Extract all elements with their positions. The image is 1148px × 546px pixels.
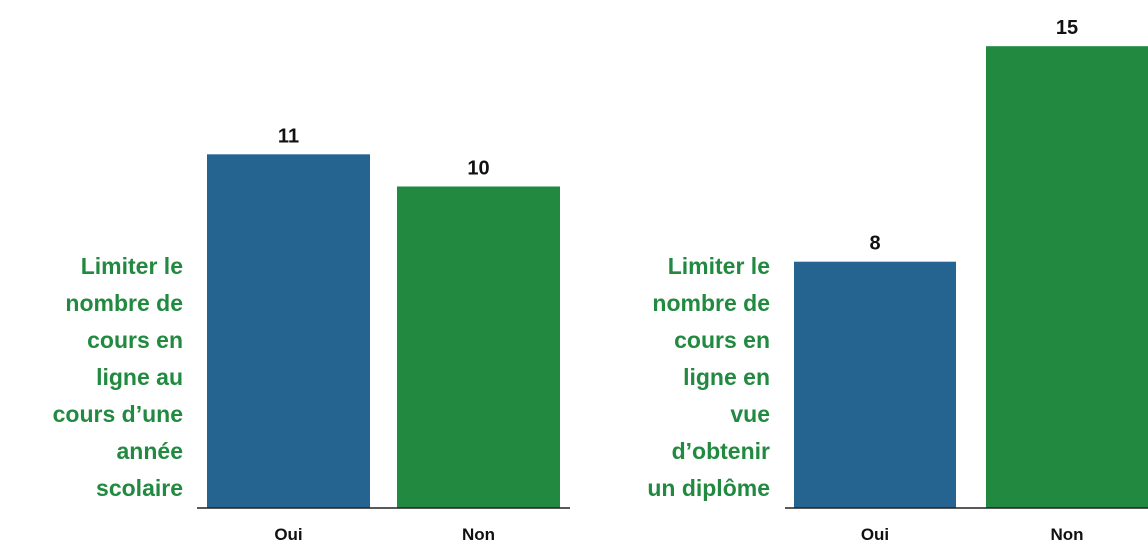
row-label: ligne en (683, 364, 770, 390)
row-label: scolaire (96, 475, 183, 501)
value-label: 8 (869, 233, 880, 255)
value-label: 15 (1056, 17, 1078, 39)
x-tick-label: Oui (861, 525, 889, 544)
row-label: d’obtenir (672, 438, 770, 464)
x-tick-label: Oui (274, 525, 302, 544)
row-label: Limiter le (81, 253, 183, 279)
row-label: cours d’une (53, 401, 183, 427)
bar (986, 46, 1148, 508)
bar (794, 261, 956, 508)
row-label: année (117, 438, 183, 464)
bar (397, 186, 560, 508)
bar (207, 154, 370, 509)
row-label: un diplôme (647, 475, 770, 501)
x-tick-label: Non (1050, 525, 1083, 544)
row-label: vue (730, 401, 770, 427)
row-label: nombre de (652, 290, 770, 316)
value-label: 11 (278, 125, 299, 147)
row-label: cours en (87, 327, 183, 353)
value-label: 10 (467, 157, 489, 179)
x-tick-label: Non (462, 525, 495, 544)
row-label: Limiter le (668, 253, 770, 279)
row-label: nombre de (65, 290, 183, 316)
row-label: ligne au (96, 364, 183, 390)
row-label: cours en (674, 327, 770, 353)
